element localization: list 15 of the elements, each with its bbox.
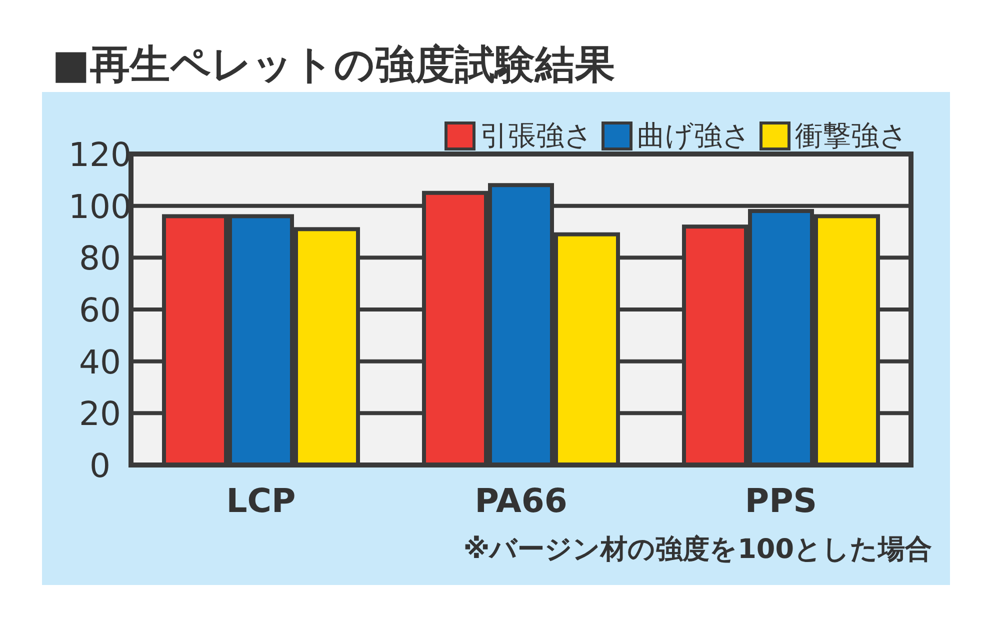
legend-label: 引張強さ — [480, 119, 593, 152]
y-tick-label: 0 — [90, 446, 110, 485]
y-tick-label: 60 — [79, 290, 121, 330]
y-tick-label: 80 — [79, 238, 121, 278]
chart-title: ■再生ペレットの強度試験結果 — [52, 42, 615, 88]
y-tick-label: 120 — [68, 135, 132, 174]
y-tick-label: 100 — [68, 186, 132, 226]
legend-label: 衝撃強さ — [795, 119, 908, 152]
x-tick-label: PPS — [744, 481, 818, 520]
x-tick-label: PA66 — [474, 481, 568, 520]
x-tick-label: LCP — [226, 481, 296, 520]
y-tick-label: 40 — [79, 342, 121, 382]
legend-label: 曲げ強さ — [637, 119, 751, 152]
y-tick-label: 20 — [79, 394, 121, 434]
text: ※バージン材の強度を100とした場合 — [463, 534, 932, 565]
